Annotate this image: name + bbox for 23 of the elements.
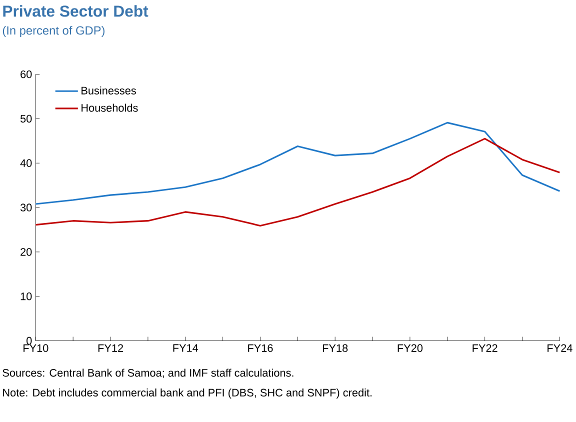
- x-tick-label: FY24: [548, 344, 572, 352]
- x-tick-label: FY16: [248, 344, 273, 352]
- line-series: [34, 122, 560, 205]
- legend-label: Businesses: [82, 86, 136, 94]
- legend-label: Households: [82, 104, 138, 112]
- x-tick-label: FY20: [398, 344, 423, 352]
- x-tick-label: FY22: [472, 344, 498, 352]
- chart-title: Private Sector Debt: [3, 5, 148, 17]
- x-tick-label: FY14: [173, 344, 198, 352]
- x-tick-label: FY18: [322, 344, 348, 352]
- x-tick-label: FY10: [24, 344, 48, 352]
- y-tick-label: 40: [20, 159, 32, 167]
- x-tick-label: FY12: [98, 344, 123, 352]
- y-tick-label: 10: [20, 292, 32, 300]
- source-note: Sources: Central Bank of Samoa; and IMF staff calculations.: [2, 368, 294, 378]
- y-tick-label: 20: [20, 248, 32, 256]
- line-series: [34, 138, 560, 227]
- y-tick-label: 30: [20, 204, 32, 212]
- y-tick-label: 60: [20, 70, 32, 78]
- text: Note: Debt includes commercial bank and PFI (DBS, SHC and SNPF) credit.: [3, 388, 372, 399]
- y-tick-label: 50: [20, 114, 32, 123]
- chart-subtitle: (In percent of GDP): [2, 26, 104, 38]
- y-tick-label: 0: [26, 336, 32, 345]
